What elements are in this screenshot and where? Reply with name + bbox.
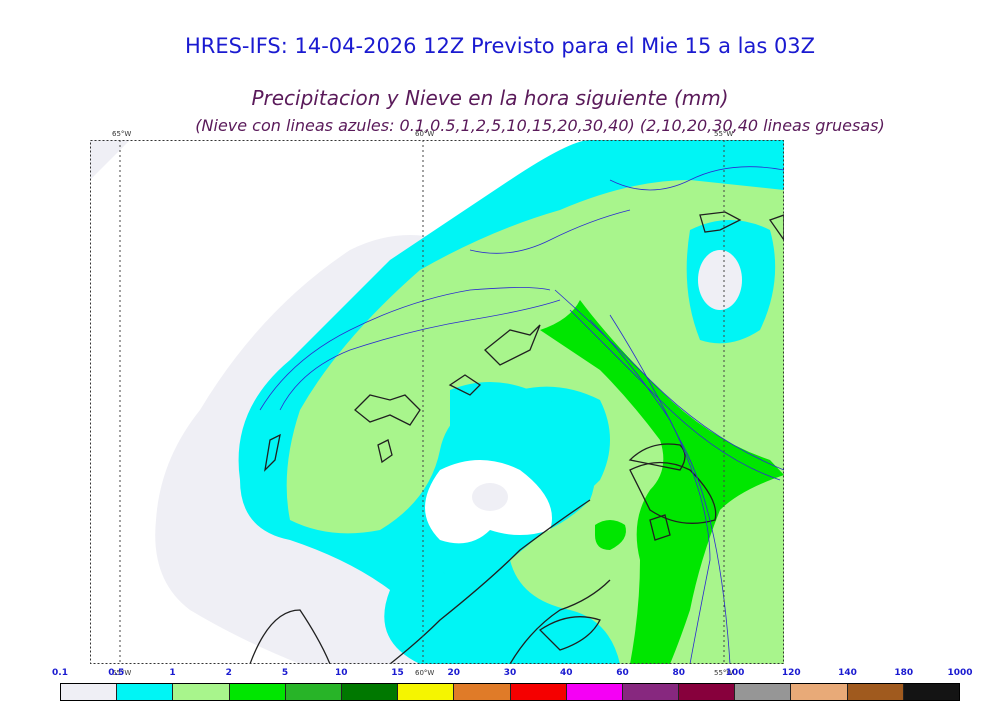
lon-label-bottom-60w: 60°W — [415, 669, 435, 677]
colorbar-swatch — [454, 684, 511, 700]
lon-label-bottom-55w: 55°W — [714, 669, 734, 677]
map-title: HRES-IFS: 14-04-2026 12Z Previsto para e… — [184, 34, 816, 58]
longitude-gridlines — [119, 140, 725, 664]
colorbar-label: 180 — [894, 668, 914, 678]
colorbar-label: 120 — [781, 668, 801, 678]
colorbar-label: 1000 — [947, 668, 973, 678]
colorbar-label: 80 — [672, 668, 686, 678]
colorbar-labels: 0.1 0.5 1 2 5 10 15 20 30 40 60 80 100 120 140 180 1000 — [52, 668, 973, 680]
colorbar-label: 60 — [616, 668, 629, 678]
map-canvas — [90, 140, 785, 665]
colorbar-label: 2 — [225, 668, 232, 678]
precip-region-small-hole — [472, 483, 508, 511]
colorbar-swatch — [679, 684, 736, 700]
colorbar-label: 0.5 — [108, 668, 125, 678]
colorbar-swatch — [341, 684, 399, 700]
precip-region-2-small — [595, 520, 626, 550]
precip-region-2 — [540, 300, 784, 664]
map-legend-note: (Nieve con lineas azules: 0.1,0.5,1,2,5,… — [195, 116, 885, 135]
map-subtitle: Precipitacion y Nieve en la hora siguien… — [251, 86, 729, 110]
lon-label-top-60w: 60°W — [415, 130, 435, 138]
colorbar-label: 10 — [334, 668, 348, 678]
colorbar-swatch — [398, 684, 455, 700]
colorbar — [60, 683, 960, 701]
colorbar-swatch — [173, 684, 230, 700]
colorbar-swatch — [847, 684, 904, 700]
colorbar-swatch — [61, 684, 118, 700]
colorbar-label: 20 — [447, 668, 461, 678]
colorbar-swatch — [903, 684, 959, 700]
lon-label-top-65w: 65°W — [112, 130, 132, 138]
colorbar-label: 30 — [503, 668, 517, 678]
colorbar-label: 5 — [281, 668, 289, 678]
lon-label-top-55w: 55°W — [714, 130, 734, 138]
colorbar-label: 40 — [559, 668, 573, 678]
colorbar-swatch — [229, 684, 286, 700]
colorbar-label: 140 — [838, 668, 857, 678]
colorbar-label: 100 — [725, 668, 745, 678]
colorbar-swatch — [735, 684, 792, 700]
colorbar-swatch — [566, 684, 623, 700]
colorbar-swatch — [285, 684, 342, 700]
colorbar-swatch — [510, 684, 567, 700]
lon-label-bottom-65w: 65°W — [112, 669, 132, 677]
colorbar-swatch — [791, 684, 848, 700]
colorbar-label: 15 — [391, 668, 404, 678]
colorbar-label: 1 — [169, 668, 176, 678]
precipitation-map — [90, 140, 785, 665]
colorbar-label: 0.1 — [52, 668, 68, 678]
precip-region-grey-hole — [698, 250, 742, 310]
snow-contours — [259, 166, 785, 665]
colorbar-swatch — [622, 684, 680, 700]
colorbar-swatch — [117, 684, 174, 700]
